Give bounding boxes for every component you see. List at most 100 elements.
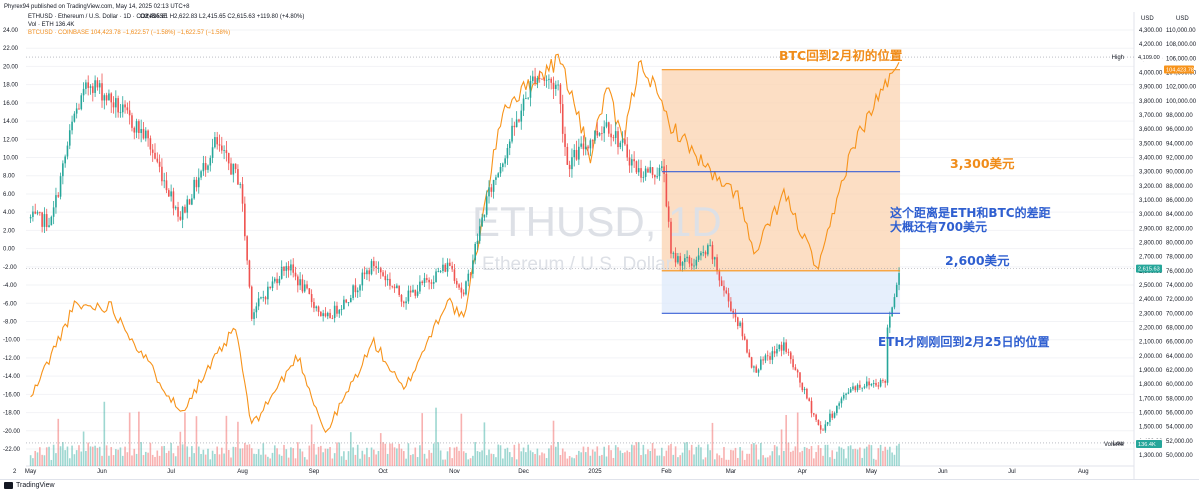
candle-body [237,169,239,185]
volume-bar [264,454,267,466]
volume-bar [172,453,175,466]
candle-body [478,226,481,241]
volume-legend[interactable]: Vol · ETH 136.4K [28,22,74,28]
volume-bar [409,455,412,466]
candle-body [817,419,820,426]
candle-body [895,284,898,298]
candle-body [230,163,232,175]
candle-body [402,301,405,304]
volume-bar [181,444,184,466]
btc-price-axis[interactable]: 110,000.00 108,000.00 106,000.00 104,000.00… [1166,28,1197,459]
candle-body [89,86,92,88]
volume-bar [267,456,269,466]
volume-bar [889,446,891,466]
volume-bar [368,457,371,466]
candle-body [193,179,195,199]
eth-last-badge-value: 2,615.63 [1138,267,1160,273]
eth-axis-tick: 1,600.00 [1139,411,1163,417]
candle-body [778,344,781,350]
volume-bar [603,446,605,466]
left-axis-tick: -14.00 [3,374,21,380]
candle-body [352,285,354,298]
candle-body [580,143,582,147]
high-badge-box [1136,53,1162,62]
candle-body [430,282,433,284]
volume-bar [126,452,129,466]
volume-bar [677,457,679,466]
watermark-symbol: ETHUSD, 1D [472,198,722,245]
level-lines [26,56,1134,444]
candle-body [45,214,48,228]
volume-bar [34,450,37,466]
candle-body [670,221,672,254]
volume-bar [85,450,87,466]
volume-bar [75,450,78,466]
btc-legend[interactable]: BTCUSD · COINBASE 104,423.78 −1,622.57 (… [28,30,230,36]
candle-body [244,203,246,237]
volume-bar [810,446,813,466]
time-axis[interactable]: 2 May Jun Jul Aug Sep Oct Nov Dec 2025 Feb Mar Apr Ma… [13,469,1089,475]
candle-body [833,413,836,418]
volume-bar [326,448,329,466]
volume-bar [508,452,511,466]
volume-bar [557,442,559,466]
volume-bar [760,442,762,466]
candle-body [200,171,202,178]
candle-body [688,256,691,264]
left-axis-tick: -10.00 [3,338,21,344]
volume-bar [635,442,638,466]
volume-bar [730,449,732,466]
candle-body [400,294,403,302]
volume-bar [762,455,764,466]
volume-bar [356,444,359,466]
candle-body [419,281,421,292]
candle-body [603,126,605,134]
eth-axis-tick: 3,500.00 [1139,141,1163,147]
btc-axis-tick: 86,000.00 [1166,198,1193,204]
candle-body [598,133,601,136]
volume-bar [290,447,292,466]
left-axis-tick: -18.00 [3,411,21,417]
volume-bar [412,454,414,466]
volume-bar [513,444,516,466]
tradingview-logo[interactable]: TradingView [4,482,55,489]
volume-bar [594,451,596,466]
volume-bar [801,450,804,466]
volume-bar [485,455,488,466]
candle-body [725,290,728,294]
volume-bar [660,447,663,466]
volume-bar [458,450,460,466]
volume-bar [658,455,661,466]
volume-bar [559,455,562,466]
volume-bar [550,445,553,466]
volume-bar [707,444,709,466]
volume-bar [773,445,776,466]
volume-bar [891,452,893,466]
volume-bar [216,446,218,466]
left-percent-axis[interactable]: 24.00 22.00 20.00 18.00 16.00 14.00 12.00 10.00… [3,28,21,453]
volume-bar [340,456,343,466]
volume-bar [861,457,863,466]
volume-bar [870,445,873,466]
blue-zone [661,270,901,314]
volume-bar [831,450,834,466]
candle-body [573,149,576,158]
candle-body [732,310,734,313]
symbol-line[interactable]: ETHUSD · Ethereum / U.S. Dollar · 1D · C… [28,14,167,20]
volume-bar [690,444,693,466]
volume-bar [68,458,71,466]
candle-body [801,382,804,391]
volume-bar [377,450,380,466]
volume-bar [89,446,92,466]
candle-body [112,102,115,108]
btc-axis-tick: 92,000.00 [1166,156,1193,162]
volume-bar [262,443,265,466]
volume-bar [195,416,198,466]
candle-body [796,370,799,373]
volume-bar [230,457,232,466]
candle-body [495,177,497,180]
volume-bar [884,446,887,466]
volume-bar [98,446,101,466]
candle-body [423,278,426,283]
